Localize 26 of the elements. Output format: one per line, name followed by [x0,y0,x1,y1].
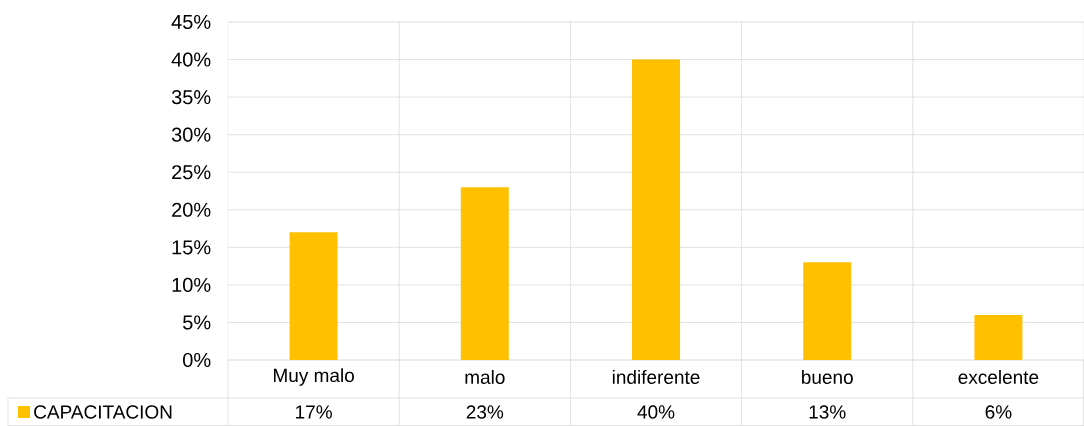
y-tick-label: 45% [171,14,211,30]
y-tick-label: 40% [171,52,211,67]
y-tick-label: 10% [172,277,211,292]
x-tick-label: indiferente [612,370,700,384]
y-tick-label: 15% [172,240,211,255]
bar [803,262,852,360]
y-tick-label: 5% [183,315,211,330]
y-tick-label: 35% [171,90,211,105]
y-tick-label: 30% [171,127,211,142]
data-label: 17% [296,405,332,419]
x-tick-label: bueno [802,370,853,384]
x-tick-label: excelente [958,370,1039,384]
bar [460,187,509,360]
x-tick-label: Muy malo [273,368,354,386]
bar [974,314,1023,360]
bar [632,59,681,360]
y-tick-label: 20% [172,202,211,217]
data-label: 23% [466,405,504,419]
x-tick-label: malo [465,370,505,384]
y-tick-label: 25% [172,165,211,180]
data-label: 6% [985,405,1012,419]
bar [289,232,338,360]
legend-label: CAPACITACION [34,405,172,419]
data-label: 13% [809,405,846,419]
data-label: 40% [637,405,675,419]
y-tick-label: 0% [183,352,211,368]
